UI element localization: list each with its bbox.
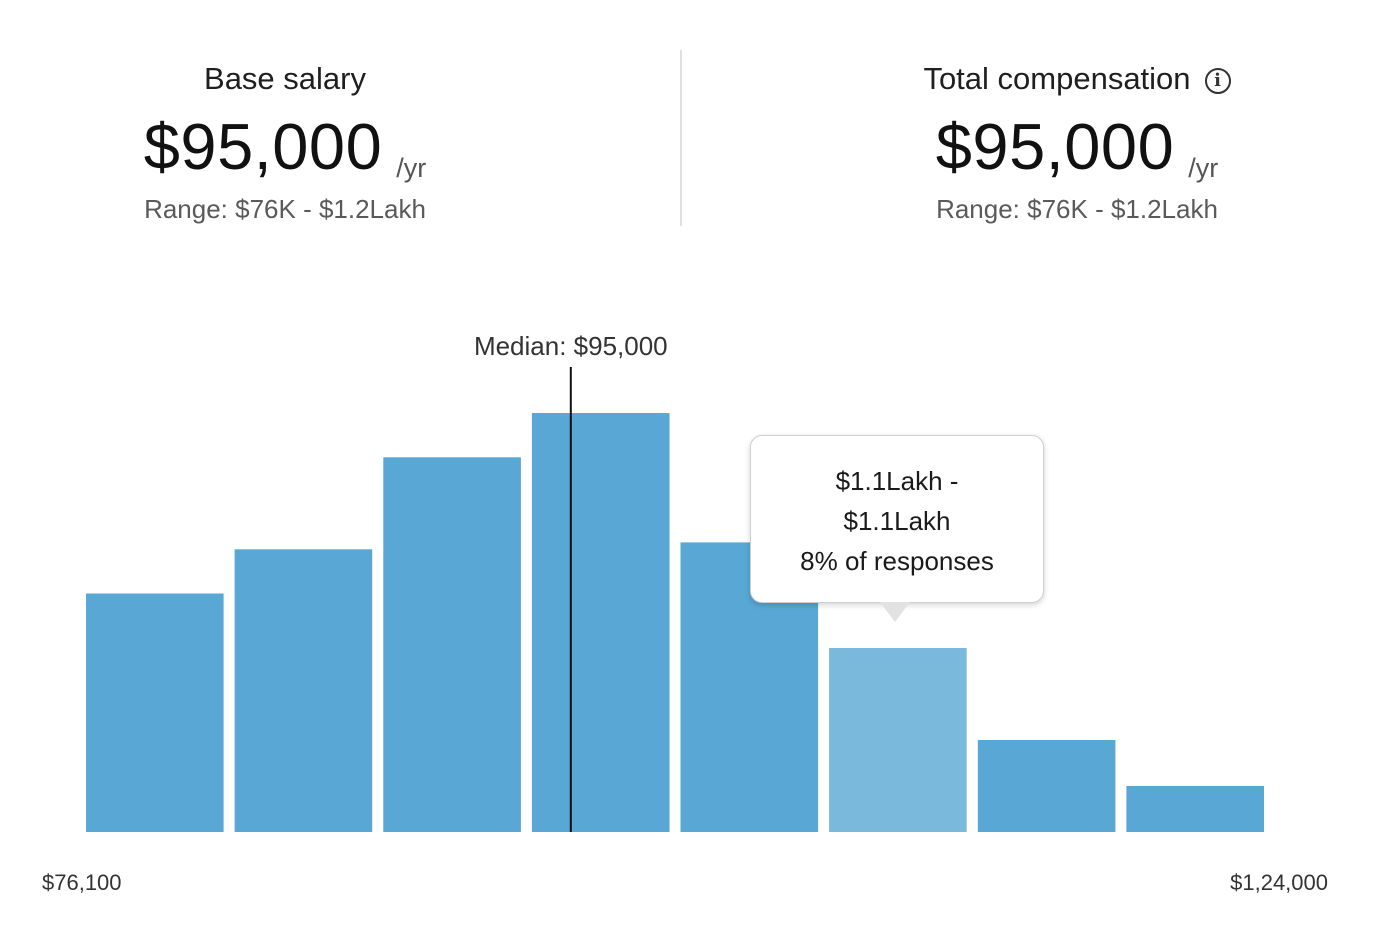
histogram-bars <box>86 413 1264 832</box>
total-compensation-unit: /yr <box>1188 153 1219 183</box>
base-salary-amount: $95,000 <box>143 110 383 183</box>
total-compensation-label: Total compensation <box>923 61 1191 96</box>
tooltip-range-start: $1.1Lakh - <box>835 466 959 496</box>
histogram-bar[interactable] <box>531 413 670 832</box>
x-axis-max-label: $1,24,000 <box>1230 870 1328 895</box>
tooltip-arrow <box>880 602 910 622</box>
total-compensation-panel: Total compensation i $95,000/yr Range: $7… <box>797 55 1357 229</box>
histogram-bar[interactable] <box>234 549 373 832</box>
base-salary-label: Base salary <box>204 61 366 96</box>
x-axis-min-label: $76,100 <box>42 870 122 895</box>
base-salary-range: Range: $76K - $1.2Lakh <box>144 194 426 224</box>
total-compensation-label-row: Total compensation i <box>797 55 1357 103</box>
histogram-bar[interactable] <box>86 593 224 833</box>
total-compensation-range: Range: $76K - $1.2Lakh <box>936 194 1218 224</box>
summary-divider <box>680 50 682 226</box>
histogram-bar[interactable] <box>977 740 1116 832</box>
histogram-bar[interactable] <box>829 648 967 832</box>
total-compensation-amount-row: $95,000/yr <box>797 110 1357 184</box>
median-label: Median: $95,000 <box>474 331 668 361</box>
base-salary-panel: Base salary $95,000/yr Range: $76K - $1.… <box>5 55 565 229</box>
histogram-bar[interactable] <box>383 457 521 832</box>
histogram-bar[interactable] <box>1126 786 1264 832</box>
base-salary-amount-row: $95,000/yr <box>5 110 565 184</box>
info-icon[interactable]: i <box>1204 68 1231 94</box>
tooltip-range-end: $1.1Lakh <box>843 506 951 536</box>
total-compensation-amount: $95,000 <box>935 110 1175 183</box>
bar-tooltip: $1.1Lakh - $1.1Lakh 8% of responses <box>750 435 1044 603</box>
tooltip-share: 8% of responses <box>800 546 994 576</box>
base-salary-unit: /yr <box>396 153 427 183</box>
